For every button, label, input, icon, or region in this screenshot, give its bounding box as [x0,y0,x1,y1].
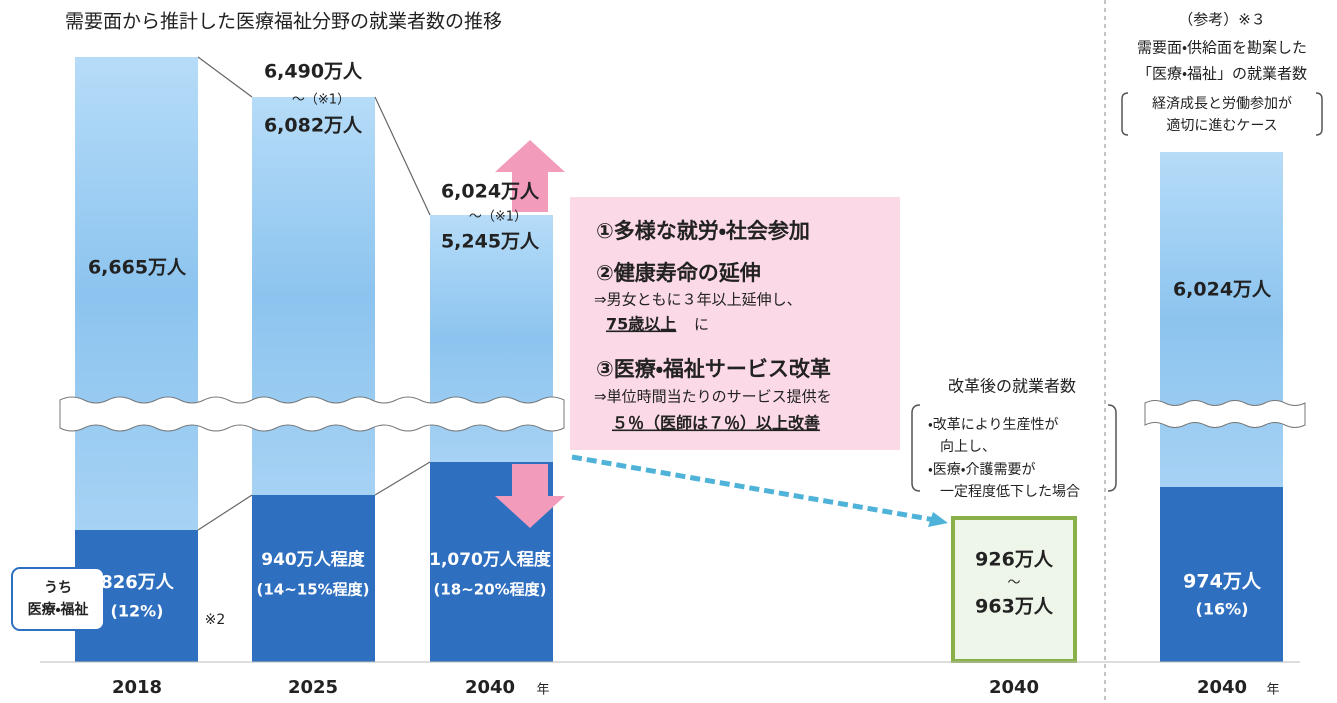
down-arrow [495,464,565,528]
reform-brackets [911,404,1117,492]
dashed-arrow [571,454,936,523]
lower-label: 6,082万人 [264,115,363,137]
share-label: (14~15%程度) [256,581,369,599]
reform-note: ・医療・介護需要が [928,461,1036,478]
bar-light [1160,152,1283,487]
upper-label: 6,024万人 [441,181,540,203]
share-label: (12%) [111,602,164,621]
year-suffix: 年 [536,683,549,698]
lower-label: 5,245万人 [441,231,540,253]
reform-low: 926万人 [975,549,1054,571]
measure-emph: ５％（医師は７％）以上改善 [612,414,820,433]
legend-label: うち [44,580,72,596]
bar-light [75,57,198,530]
share-label: (18~20%程度) [433,581,546,599]
bar-dark [1160,487,1283,662]
reform-note: ・改革により生産性が [928,417,1058,433]
measure-sub: に [694,316,709,334]
reform-high: 963万人 [975,596,1054,618]
year-label: 2025 [288,677,338,698]
measure: ①多様な就労・社会参加 [596,219,810,243]
reform-note: 一定程度低下した場合 [940,484,1080,500]
year-label: 2040 [465,677,515,698]
reform-note: 向上し、 [940,439,996,455]
measure: ③医療・福祉サービス改革 [596,357,831,381]
ref-case: 適切に進むケース [1166,118,1277,134]
year-suffix: 年 [1266,683,1279,698]
bar-dark [252,495,375,662]
range-note: 〜（※1） [292,93,350,108]
up-arrow [495,140,565,212]
medical-label: 940万人程度 [261,549,365,570]
dashed-arrow-head [928,512,948,527]
range-note: 〜（※1） [469,210,527,225]
ref-case: 経済成長と労働参加が [1152,96,1292,112]
legend-box [11,567,105,631]
share-label: (16%) [1196,600,1249,619]
note: ※2 [205,612,226,628]
upper-label: 6,490万人 [264,61,363,83]
reform-box [951,516,1077,663]
total-label: 6,665万人 [88,257,187,279]
medical-label: 1,070万人程度 [429,549,552,570]
case-brackets [1121,92,1323,136]
measure-sub: ⇒単位時間当たりのサービス提供を [594,388,832,406]
measure-emph: 75歳以上 [606,315,676,334]
legend-label: 医療・福祉 [28,601,89,618]
measures-box [570,197,900,450]
year-label: 2040 [1197,677,1247,698]
medical-label: 974万人 [1183,571,1262,593]
ref-line: 「医療・福祉」の就業者数 [1137,65,1307,83]
axis-break [59,396,1306,432]
measure: ②健康寿命の延伸 [596,261,761,285]
year-label: 2040 [989,677,1039,698]
total-label: 6,024万人 [1173,279,1272,301]
bar-light [252,97,375,495]
year-label: 2018 [112,677,162,698]
medical-label: 826万人 [100,572,175,593]
measure-sub: ⇒男女ともに３年以上延伸し、 [594,291,802,309]
title: 需要面から推計した医療福祉分野の就業者数の推移 [65,11,502,33]
ref-heading: （参考）※３ [1178,11,1266,29]
reform-title: 改革後の就業者数 [948,377,1076,396]
reform-tilde: 〜 [1007,576,1020,591]
connectors [197,56,431,531]
ref-line: 需要面・供給面を勘案した [1137,39,1307,57]
